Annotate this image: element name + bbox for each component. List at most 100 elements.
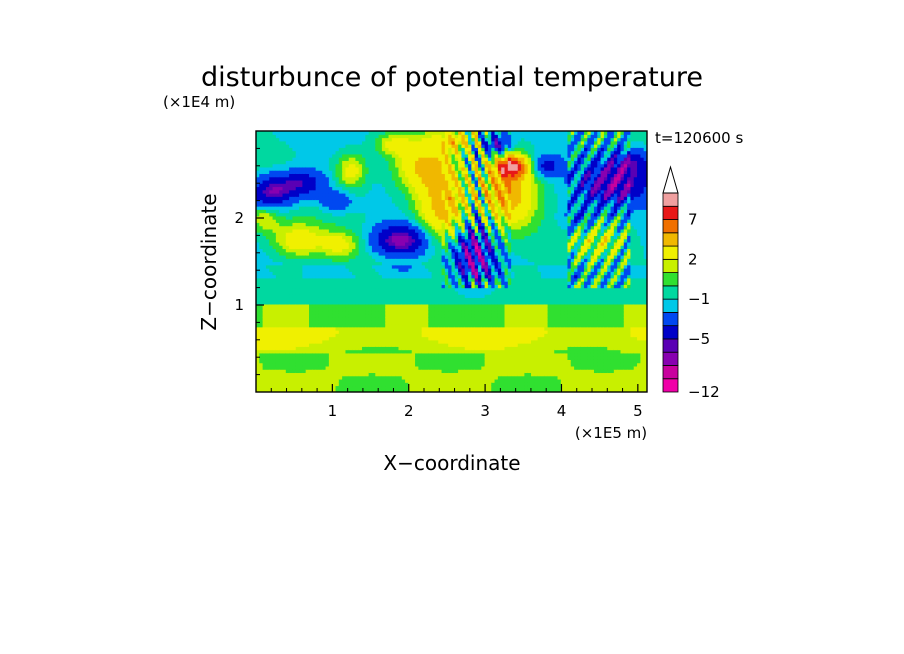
- contour-cell: [368, 254, 373, 259]
- contour-cell: [348, 326, 353, 331]
- contour-cell: [368, 131, 373, 135]
- contour-cell: [438, 153, 443, 158]
- contour-cell: [401, 170, 406, 175]
- contour-cell: [444, 179, 449, 184]
- contour-cell: [378, 137, 383, 142]
- contour-cell: [388, 215, 393, 220]
- contour-cell: [302, 215, 307, 220]
- contour-cell: [438, 362, 443, 367]
- contour-cell: [269, 310, 274, 315]
- contour-cell: [385, 339, 390, 344]
- contour-cell: [355, 290, 360, 295]
- contour-cell: [448, 307, 453, 312]
- contour-cell: [405, 333, 410, 338]
- contour-cell: [328, 268, 333, 272]
- contour-cell: [275, 170, 280, 175]
- contour-cell: [279, 222, 284, 227]
- contour-cell: [265, 303, 270, 308]
- contour-cell: [279, 137, 284, 142]
- contour-cell: [378, 271, 383, 276]
- contour-cell: [418, 316, 423, 321]
- contour-cell: [345, 268, 350, 272]
- contour-cell: [448, 356, 453, 360]
- contour-cell: [325, 316, 330, 321]
- contour-cell: [411, 268, 416, 272]
- contour-cell: [411, 271, 416, 276]
- contour-cell: [401, 339, 406, 344]
- contour-cell: [381, 303, 386, 308]
- contour-cell: [398, 209, 403, 214]
- contour-cell: [332, 333, 337, 338]
- contour-cell: [395, 215, 400, 220]
- contour-cell: [355, 336, 360, 341]
- contour-cell: [418, 228, 423, 233]
- contour-cell: [322, 140, 327, 145]
- contour-cell: [388, 176, 393, 181]
- contour-cell: [292, 222, 297, 227]
- contour-cell: [391, 140, 396, 145]
- contour-cell: [458, 166, 463, 171]
- contour-cell: [338, 385, 343, 390]
- contour-cell: [332, 382, 337, 387]
- contour-cell: [431, 339, 436, 344]
- contour-cell: [365, 385, 370, 390]
- contour-cell: [398, 248, 403, 253]
- contour-cell: [395, 264, 400, 269]
- contour-cell: [352, 157, 357, 161]
- contour-cell: [262, 382, 267, 387]
- contour-cell: [305, 199, 310, 204]
- contour-cell: [431, 281, 436, 285]
- contour-cell: [454, 251, 459, 256]
- contour-cell: [408, 372, 413, 377]
- contour-cell: [315, 284, 320, 289]
- contour-cell: [448, 222, 453, 227]
- contour-cell: [272, 271, 277, 276]
- contour-cell: [342, 352, 347, 357]
- contour-cell: [292, 264, 297, 269]
- contour-cell: [454, 248, 459, 253]
- contour-cell: [368, 284, 373, 289]
- contour-cell: [299, 284, 303, 289]
- contour-cell: [365, 271, 370, 276]
- contour-cell: [401, 225, 406, 230]
- contour-cell: [315, 153, 320, 158]
- contour-cell: [411, 290, 416, 295]
- contour-cell: [292, 245, 297, 250]
- contour-cell: [289, 294, 294, 298]
- contour-cell: [295, 206, 300, 210]
- contour-cell: [305, 365, 310, 370]
- contour-cell: [381, 212, 386, 217]
- contour-cell: [262, 166, 267, 171]
- contour-cell: [408, 300, 413, 305]
- contour-cell: [295, 219, 300, 223]
- contour-cell: [335, 206, 340, 210]
- contour-cell: [342, 173, 347, 178]
- contour-cell: [395, 290, 400, 295]
- contour-cell: [305, 228, 310, 233]
- contour-cell: [378, 346, 383, 351]
- contour-cell: [362, 157, 366, 161]
- contour-cell: [289, 320, 294, 325]
- contour-cell: [256, 375, 260, 380]
- contour-cell: [444, 134, 449, 139]
- contour-cell: [401, 160, 406, 165]
- contour-cell: [275, 241, 280, 246]
- contour-cell: [408, 277, 413, 282]
- contour-cell: [418, 343, 423, 347]
- contour-cell: [401, 303, 406, 308]
- contour-cell: [338, 284, 343, 289]
- contour-cell: [275, 313, 280, 318]
- contour-cell: [375, 343, 380, 347]
- contour-cell: [318, 382, 323, 387]
- contour-cell: [458, 281, 463, 285]
- contour-cell: [299, 362, 303, 367]
- contour-cell: [441, 300, 446, 305]
- contour-cell: [345, 196, 350, 201]
- contour-cell: [338, 183, 343, 188]
- contour-cell: [259, 170, 264, 175]
- contour-cell: [401, 284, 406, 289]
- contour-cell: [289, 297, 294, 302]
- contour-cell: [345, 359, 350, 364]
- contour-cell: [328, 199, 333, 204]
- contour-cell: [362, 196, 366, 201]
